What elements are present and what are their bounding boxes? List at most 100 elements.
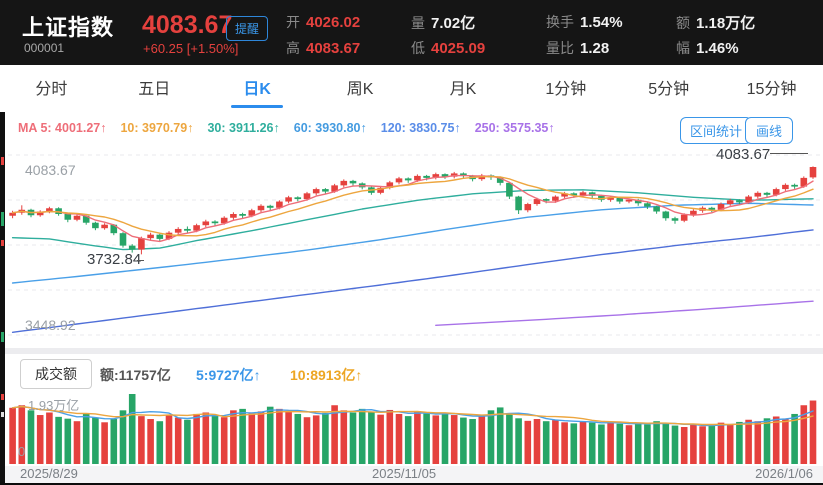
x-axis-label-right: 2026/1/06: [755, 466, 813, 481]
tab-1min[interactable]: 1分钟: [545, 81, 587, 98]
volume-bar: [441, 412, 449, 464]
volume-bar: [147, 419, 154, 464]
draw-line-button[interactable]: 画线: [745, 117, 793, 144]
candle: [404, 178, 412, 181]
volume-bar: [671, 425, 679, 464]
candle: [9, 212, 16, 216]
turnover-button[interactable]: 成交额: [20, 359, 92, 389]
stat-low: 低 4025.09: [411, 40, 486, 57]
alert-button[interactable]: 提醒: [226, 16, 269, 41]
candle: [119, 233, 127, 246]
candle: [515, 196, 522, 211]
price-scale-bottom-label: 3448.92: [25, 317, 76, 333]
volume-bar: [193, 413, 200, 464]
candle: [800, 177, 808, 187]
volume-bar: [579, 421, 587, 464]
tab-monthly-k[interactable]: 月K: [449, 81, 477, 98]
volume-bar: [772, 416, 780, 464]
candle: [460, 173, 467, 176]
volume-bar: [726, 424, 734, 464]
candle: [561, 193, 568, 197]
period-tabbar: 分时 五日 日K 周K 月K 1分钟 5分钟 15分钟: [0, 65, 823, 113]
volume-bar: [322, 412, 329, 464]
volume-bar: [487, 410, 495, 464]
volume-bar: [616, 423, 624, 464]
candle: [138, 238, 145, 250]
stock-name: 上证指数: [22, 15, 115, 40]
volume-bar: [340, 410, 348, 464]
stat-open: 开 4026.02: [286, 14, 361, 31]
tab-5min[interactable]: 5分钟: [648, 81, 690, 98]
candle: [616, 197, 624, 202]
tab-daily-k[interactable]: 日K: [206, 65, 309, 112]
range-statistics-button[interactable]: 区间统计: [680, 117, 753, 144]
quote-header: 上证指数 000001 4083.67 +60.25 [+1.50%] 提醒 开…: [0, 0, 823, 65]
stat-vol-ratio: 量比 1.28: [546, 40, 610, 57]
stat-high: 高 4083.67: [286, 40, 361, 57]
volume-bar: [101, 422, 108, 464]
volume-bar: [414, 411, 421, 464]
volume-bars-group: [9, 394, 817, 464]
low-price-annotation: 3732.84: [87, 251, 142, 268]
candle: [386, 182, 394, 188]
candle: [552, 196, 559, 201]
volume-bar: [110, 419, 118, 464]
volume-bar: [9, 407, 16, 464]
ma-line-ma60: [11, 202, 814, 284]
candle: [248, 210, 256, 216]
volume-bar: [174, 417, 182, 464]
volume-bar: [82, 413, 90, 464]
low-annotation-pointer-line: [137, 260, 144, 261]
stat-amount: 额 1.18万亿: [676, 14, 756, 32]
volume-bar: [211, 414, 219, 464]
volume-bar: [128, 394, 136, 464]
tab-weekly-k[interactable]: 周K: [346, 81, 374, 98]
candle: [46, 208, 53, 212]
volume-chart[interactable]: [0, 391, 823, 466]
candlestick-chart-pane[interactable]: [0, 145, 823, 348]
candle: [110, 224, 118, 234]
volume-bar: [680, 427, 688, 464]
candle: [128, 245, 136, 250]
tab-5day[interactable]: 五日: [138, 81, 171, 98]
volume-bar: [92, 417, 99, 464]
candle: [570, 193, 578, 196]
volume-bar: [386, 409, 394, 464]
candle: [257, 205, 265, 211]
candle: [625, 199, 633, 202]
candle: [303, 193, 311, 200]
volume-chart-pane[interactable]: [0, 391, 823, 466]
volume-bar: [662, 423, 670, 464]
candle: [220, 217, 228, 224]
volume-bar: [450, 415, 458, 464]
volume-bar: [220, 417, 228, 464]
volume-bar: [708, 424, 716, 464]
volume-bar: [763, 418, 771, 464]
tab-15min[interactable]: 15分钟: [746, 81, 797, 98]
volume-scale-zero-label: 0: [18, 444, 26, 459]
volume-bar: [404, 416, 412, 464]
volume-bar: [533, 419, 541, 464]
volume-bar: [552, 420, 559, 464]
volume-bar: [276, 408, 283, 464]
candle: [73, 215, 81, 220]
volume-bar: [653, 421, 660, 464]
volume-bar: [607, 421, 614, 464]
candle: [395, 178, 403, 183]
candle: [607, 197, 614, 200]
volume-bar: [496, 407, 504, 464]
volume-bar: [745, 419, 752, 464]
stat-amplitude: 幅 1.46%: [676, 40, 739, 57]
candle: [644, 203, 651, 207]
candlestick-chart[interactable]: [0, 145, 823, 348]
price-gridlines: [0, 154, 823, 336]
tab-minute[interactable]: 分时: [35, 81, 68, 98]
volume-bar: [349, 412, 357, 464]
ma120-legend: 120: 3830.75↑: [380, 121, 461, 135]
volume-bar: [690, 424, 697, 464]
volume-bar: [460, 417, 467, 464]
candle: [331, 185, 338, 192]
volume-bar: [634, 423, 642, 464]
screen-edge-bottom: [0, 483, 823, 485]
volume-bar: [312, 415, 320, 464]
